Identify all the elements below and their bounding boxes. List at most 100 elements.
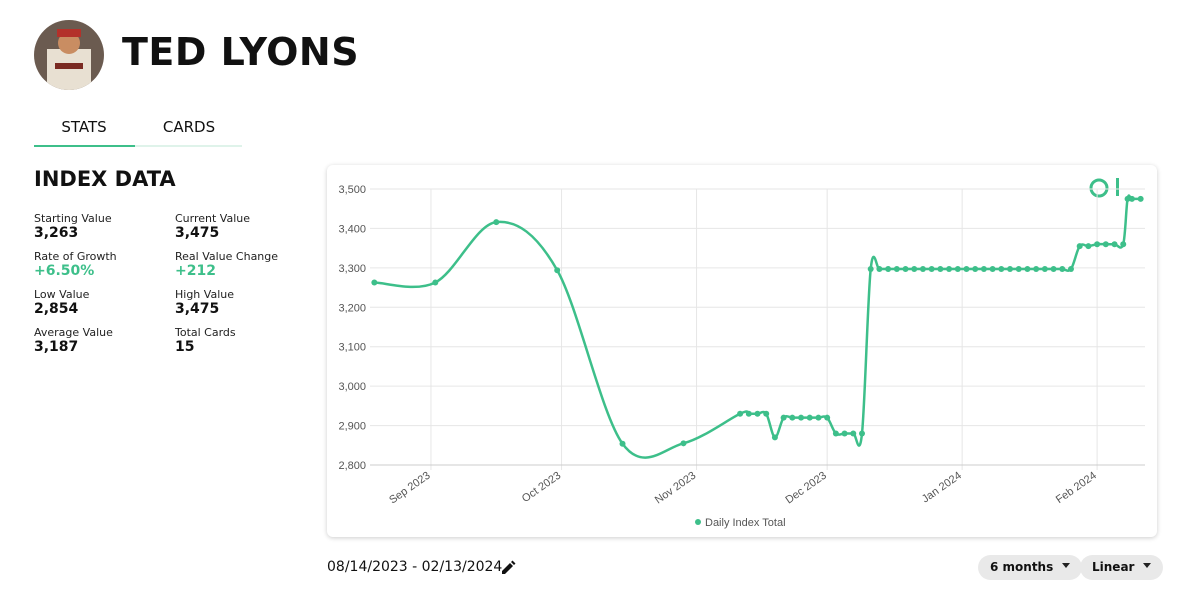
stat-value: 3,263	[34, 225, 79, 241]
data-point	[371, 279, 378, 286]
stat-value: 3,475	[175, 225, 220, 241]
y-tick-label: 3,000	[338, 381, 366, 393]
x-tick-label: Nov 2023	[653, 470, 698, 507]
data-point	[824, 414, 831, 421]
data-point	[432, 279, 439, 286]
data-point	[858, 430, 865, 437]
data-point	[954, 266, 961, 273]
x-tick-label: Sep 2023	[387, 470, 432, 507]
x-tick-label: Dec 2023	[783, 470, 828, 507]
data-point	[1067, 266, 1074, 273]
data-point	[850, 430, 857, 437]
data-point	[876, 266, 883, 273]
data-point	[1024, 266, 1031, 273]
data-point	[789, 414, 796, 421]
y-tick-label: 3,300	[338, 263, 366, 275]
data-point	[919, 266, 926, 273]
logo	[1089, 178, 1119, 198]
data-point	[771, 434, 778, 441]
data-point	[885, 266, 892, 273]
stat-label: Real Value Change	[175, 250, 279, 263]
data-point	[867, 266, 874, 273]
data-point	[745, 410, 752, 417]
data-point	[1007, 266, 1014, 273]
data-point	[998, 266, 1005, 273]
date-range: 08/14/2023 - 02/13/2024	[327, 559, 503, 575]
series-line	[374, 194, 1141, 459]
tab[interactable]: STATS	[61, 118, 107, 136]
data-point	[737, 410, 744, 417]
tab[interactable]: CARDS	[162, 118, 216, 136]
data-point	[946, 266, 953, 273]
stat-label: Total Cards	[175, 326, 236, 339]
data-point	[980, 266, 987, 273]
data-point	[1124, 195, 1131, 202]
y-tick-label: 3,400	[338, 223, 366, 235]
period-select[interactable]: 6 months	[978, 555, 1083, 580]
stat-value: 15	[175, 339, 195, 355]
data-point	[780, 414, 787, 421]
data-point	[1120, 241, 1127, 248]
data-point	[1033, 266, 1040, 273]
y-tick-label: 3,200	[338, 302, 366, 314]
data-point	[1076, 243, 1083, 250]
data-point	[1015, 266, 1022, 273]
stat-label: Average Value	[34, 326, 113, 339]
data-point	[493, 219, 500, 226]
data-point	[1085, 243, 1092, 250]
stat-value: +6.50%	[34, 263, 95, 279]
legend-label: Daily Index Total	[705, 517, 786, 529]
section-title: INDEX DATA	[34, 167, 176, 191]
y-tick-label: 2,800	[338, 460, 366, 472]
data-point	[1041, 266, 1048, 273]
data-point	[806, 414, 813, 421]
data-point	[680, 440, 687, 447]
data-point	[798, 414, 805, 421]
data-point	[1059, 266, 1066, 273]
data-point	[619, 440, 626, 447]
data-point	[972, 266, 979, 273]
data-point	[937, 266, 944, 273]
avatar	[34, 20, 104, 90]
y-tick-label: 2,900	[338, 421, 366, 433]
x-tick-label: Feb 2024	[1054, 470, 1099, 506]
stat-label: Rate of Growth	[34, 250, 117, 263]
data-point	[963, 266, 970, 273]
data-point	[763, 410, 770, 417]
stat-label: High Value	[175, 288, 234, 301]
data-point	[893, 266, 900, 273]
tab-indicator	[34, 145, 135, 147]
y-tick-label: 3,100	[338, 342, 366, 354]
data-point	[1128, 195, 1135, 202]
legend-marker	[695, 519, 701, 525]
data-point	[928, 266, 935, 273]
data-point	[1102, 241, 1109, 248]
data-point	[1111, 241, 1118, 248]
data-point	[554, 267, 561, 274]
tab-track	[34, 145, 242, 147]
player-name: TED LYONS	[122, 30, 360, 74]
data-point	[989, 266, 996, 273]
scale-select[interactable]: Linear	[1080, 555, 1164, 580]
stat-value: +212	[175, 263, 216, 279]
data-point	[754, 410, 761, 417]
stat-label: Starting Value	[34, 212, 112, 225]
data-point	[1050, 266, 1057, 273]
data-point	[832, 430, 839, 437]
data-point	[1094, 241, 1101, 248]
edit-icon[interactable]	[500, 560, 516, 576]
y-tick-label: 3,500	[338, 184, 366, 196]
stat-label: Current Value	[175, 212, 251, 225]
data-point	[1137, 195, 1144, 202]
data-point	[911, 266, 918, 273]
x-tick-label: Jan 2024	[920, 470, 964, 506]
stat-value: 3,187	[34, 339, 79, 355]
x-tick-label: Oct 2023	[520, 470, 563, 505]
stat-label: Low Value	[34, 288, 90, 301]
data-point	[902, 266, 909, 273]
data-point	[815, 414, 822, 421]
data-point	[841, 430, 848, 437]
stat-value: 2,854	[34, 301, 79, 317]
